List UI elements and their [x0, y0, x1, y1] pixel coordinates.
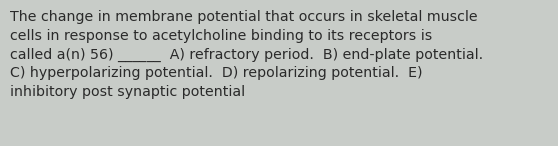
Text: The change in membrane potential that occurs in skeletal muscle
cells in respons: The change in membrane potential that oc…	[10, 10, 483, 99]
